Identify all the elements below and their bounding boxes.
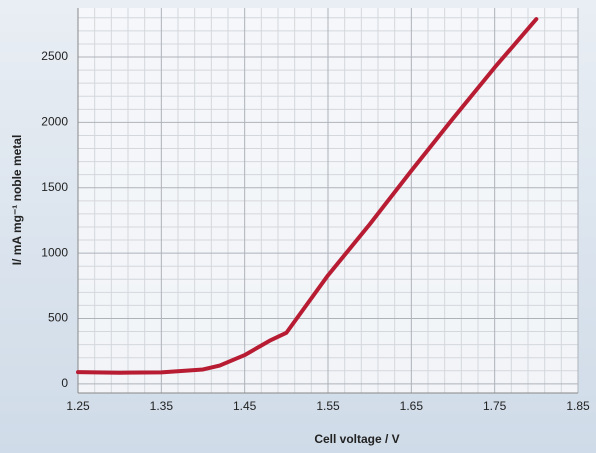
y-tick-label: 500 <box>48 311 68 325</box>
y-axis-title: I/ mA mg⁻¹ noble metal <box>10 135 24 266</box>
x-tick-label: 1.55 <box>316 399 340 413</box>
x-tick-label: 1.25 <box>66 399 90 413</box>
y-tick-label: 1000 <box>41 245 68 259</box>
x-axis-title: Cell voltage / V <box>314 432 399 446</box>
x-tick-label: 1.85 <box>566 399 590 413</box>
y-tick-label: 2500 <box>41 49 68 63</box>
x-tick-label: 1.35 <box>150 399 174 413</box>
x-tick-label: 1.65 <box>400 399 424 413</box>
y-tick-label: 0 <box>61 376 68 390</box>
page: {"chart_data": {"type": "line", "x_label… <box>0 0 596 453</box>
x-tick-label: 1.75 <box>483 399 507 413</box>
y-tick-label: 2000 <box>41 115 68 129</box>
x-tick-label: 1.45 <box>233 399 257 413</box>
y-tick-label: 1500 <box>41 180 68 194</box>
chart: Cell voltage / V I/ mA mg⁻¹ noble metal … <box>0 0 596 453</box>
